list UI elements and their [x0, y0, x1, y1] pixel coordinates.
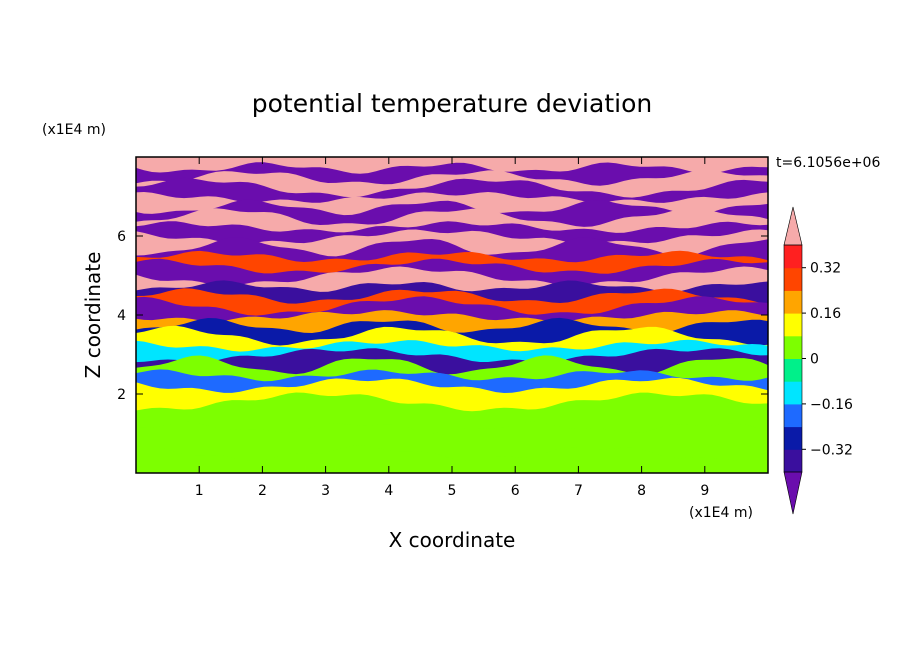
colorbar: 0.32 0.16 0 −0.16 −0.32 — [783, 206, 853, 515]
colorbar-band — [784, 245, 802, 269]
y-tick-label: 2 — [117, 387, 126, 403]
x-axis: 1 2 3 4 5 6 7 8 9 — [195, 157, 709, 499]
colorbar-band — [784, 449, 802, 473]
x-axis-label: X coordinate — [389, 528, 516, 552]
colorbar-tick-label: 0.32 — [810, 261, 841, 277]
x-tick-label: 6 — [511, 483, 520, 499]
x-unit-label: (x1E4 m) — [689, 505, 753, 521]
chart-title: potential temperature deviation — [252, 89, 652, 118]
colorbar-max-arrow — [783, 206, 803, 246]
time-label: t=6.1056e+06 — [776, 155, 880, 171]
x-tick-label: 2 — [258, 483, 267, 499]
colorbar-band — [784, 267, 802, 291]
x-tick-label: 5 — [448, 483, 457, 499]
colorbar-tick-label: −0.16 — [810, 397, 853, 413]
x-tick-label: 7 — [574, 483, 583, 499]
y-axis: 2 4 6 — [117, 229, 768, 403]
colorbar-band — [784, 381, 802, 405]
plot-area — [135, 156, 769, 474]
y-tick-label: 4 — [117, 308, 126, 324]
colorbar-band — [784, 403, 802, 428]
x-tick-label: 8 — [637, 483, 646, 499]
colorbar-band — [784, 290, 802, 314]
colorbar-min-arrow — [783, 471, 803, 515]
contour-band — [136, 445, 768, 473]
y-unit-label: (x1E4 m) — [42, 122, 106, 138]
colorbar-band — [784, 426, 802, 450]
colorbar-band — [784, 358, 802, 382]
x-tick-label: 3 — [321, 483, 330, 499]
colorbar-tick-label: 0.16 — [810, 306, 841, 322]
x-tick-label: 1 — [195, 483, 204, 499]
x-tick-label: 9 — [700, 483, 709, 499]
colorbar-band — [784, 335, 802, 359]
contour-field — [136, 157, 768, 473]
colorbar-tick-label: −0.32 — [810, 442, 853, 458]
y-axis-label: Z coordinate — [81, 252, 105, 379]
colorbar-tick-label: 0 — [810, 352, 819, 368]
colorbar-band — [784, 313, 802, 337]
x-tick-label: 4 — [384, 483, 393, 499]
y-tick-label: 6 — [117, 229, 126, 245]
